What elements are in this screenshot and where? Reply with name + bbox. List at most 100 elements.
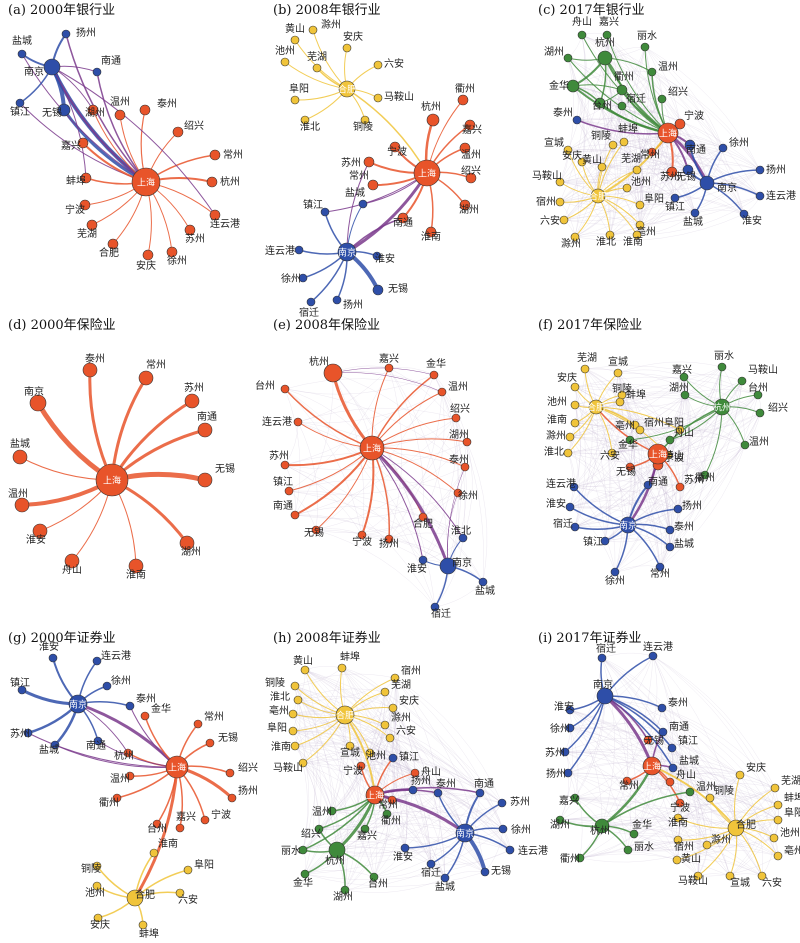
background-link — [669, 781, 731, 877]
city-label: 黄山 — [681, 852, 701, 865]
background-link — [633, 774, 741, 835]
background-link — [614, 401, 631, 573]
city-label: 衢州 — [99, 797, 119, 809]
city-label: 南通 — [393, 216, 413, 229]
city-node — [566, 79, 580, 93]
city-label: 六安 — [384, 57, 404, 70]
background-link — [574, 739, 649, 799]
city-label: 绍兴 — [301, 827, 321, 840]
background-link — [639, 98, 664, 226]
city-node — [425, 226, 437, 238]
city-node — [125, 771, 135, 781]
city-label: 金华 — [549, 79, 569, 92]
background-link — [627, 827, 737, 852]
city-label: 南京 — [338, 247, 356, 259]
background-link — [601, 151, 653, 168]
city-label: 滁州 — [561, 237, 581, 250]
city-node — [690, 208, 700, 218]
city-label: 安庆 — [562, 149, 582, 162]
city-node — [86, 219, 98, 231]
background-link — [569, 439, 631, 508]
background-link — [569, 726, 673, 749]
network-link — [51, 66, 216, 216]
background-link — [689, 144, 761, 171]
city-label: 铜陵 — [265, 677, 285, 689]
background-link — [604, 695, 741, 776]
background-link — [614, 412, 761, 573]
background-link — [572, 85, 689, 171]
background-link — [576, 119, 603, 168]
background-link — [569, 709, 674, 769]
city-node — [459, 142, 471, 154]
background-link — [294, 685, 504, 830]
city-label: 无锡 — [388, 282, 408, 295]
background-link — [669, 366, 723, 531]
city-node — [102, 681, 112, 691]
background-link — [559, 804, 779, 830]
city-node — [602, 30, 612, 40]
city-label: 温州 — [110, 96, 130, 108]
city-label: 嘉兴 — [357, 829, 377, 842]
background-link — [559, 141, 625, 203]
background-link — [679, 376, 687, 431]
background-link — [674, 197, 745, 215]
background-link — [644, 46, 681, 125]
background-link — [606, 34, 653, 153]
background-link — [559, 179, 676, 199]
background-link — [341, 667, 481, 794]
city-node — [563, 448, 573, 458]
city-node — [632, 165, 642, 175]
city-node — [619, 137, 629, 147]
background-link — [388, 367, 449, 567]
city-node — [387, 795, 397, 805]
background-link — [434, 417, 462, 608]
city-label: 镇江 — [273, 475, 293, 488]
background-link — [652, 655, 779, 821]
background-link — [302, 762, 375, 878]
city-label: 池州 — [547, 395, 567, 408]
background-link — [559, 816, 779, 857]
background-link — [331, 765, 362, 812]
background-link — [559, 817, 708, 846]
background-link — [612, 144, 676, 199]
city-node — [337, 663, 347, 673]
city-node — [280, 57, 290, 67]
background-link — [581, 98, 663, 163]
city-label: 苏州 — [684, 473, 704, 486]
background-link — [569, 464, 659, 508]
city-label: 宿州 — [536, 195, 556, 208]
background-link — [341, 667, 363, 767]
background-link — [647, 484, 662, 568]
city-label: 嘉兴 — [379, 352, 399, 365]
city-node — [372, 251, 382, 261]
city-label: 安庆 — [90, 918, 110, 931]
city-label: 镇江 — [399, 750, 419, 763]
city-node — [455, 823, 475, 843]
city-node — [665, 525, 675, 535]
city-node — [131, 167, 161, 197]
city-label: 徐州 — [111, 674, 131, 687]
background-link — [373, 813, 388, 878]
city-node — [142, 249, 154, 261]
city-label: 舟山 — [421, 765, 441, 778]
background-link — [569, 401, 621, 438]
city-node — [140, 711, 150, 721]
background-link — [573, 464, 659, 488]
background-link — [612, 144, 761, 197]
background-link — [576, 119, 696, 214]
city-node — [418, 512, 428, 522]
background-link — [661, 707, 779, 806]
city-label: 宿州 — [674, 840, 694, 853]
background-link — [667, 376, 685, 456]
background-link — [386, 737, 395, 815]
city-node — [306, 297, 316, 307]
background-link — [564, 751, 737, 829]
city-node — [358, 199, 368, 209]
city-label: 宁波 — [684, 109, 704, 122]
city-node — [616, 84, 628, 96]
city-node — [327, 806, 337, 816]
city-label: 安庆 — [746, 761, 766, 774]
